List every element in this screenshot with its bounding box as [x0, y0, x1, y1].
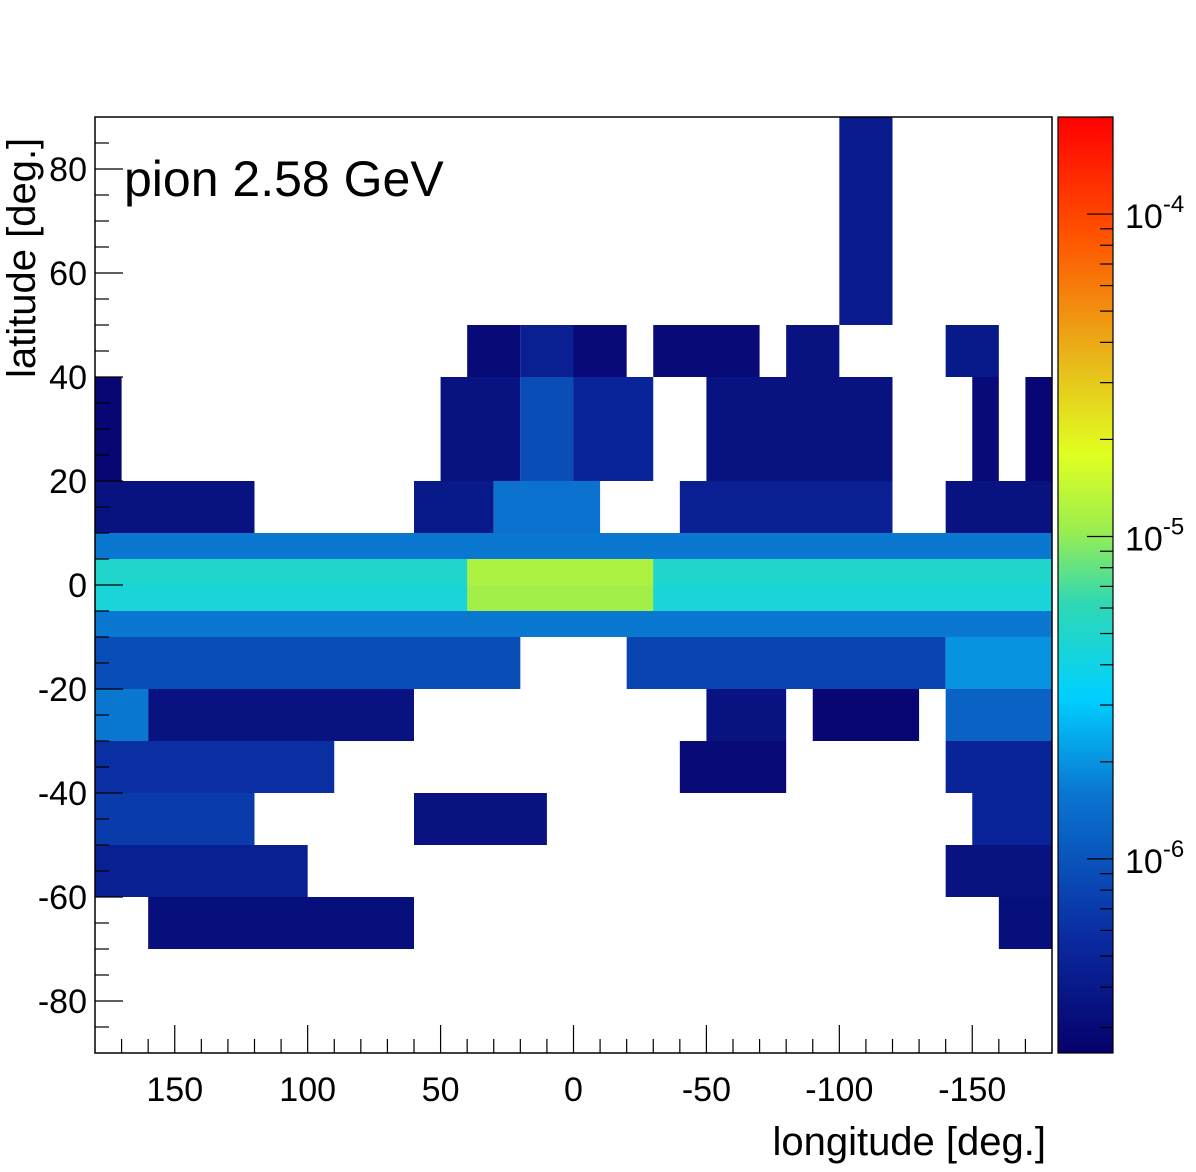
heatmap-bin-0 [839, 117, 893, 221]
heatmap-bin-37 [945, 741, 1052, 793]
y-tick-label: -40 [38, 775, 87, 813]
colorbar-tick-exponent: -6 [1163, 836, 1184, 863]
y-tick-label: -60 [38, 879, 87, 917]
colorbar-tick-base: 10 [1125, 520, 1163, 558]
chart-title: pion 2.58 GeV [124, 151, 444, 207]
heatmap-bin-15 [95, 481, 255, 533]
y-tick-label: 80 [49, 151, 87, 189]
heatmap-bin-34 [945, 689, 1052, 741]
x-tick-label: -100 [805, 1071, 873, 1109]
heatmap-bin-11 [573, 377, 654, 481]
colorbar-frame [1057, 116, 1114, 1054]
heatmap-bin-23 [467, 559, 654, 585]
heatmap-bin-10 [520, 377, 574, 481]
colorbar-tick-label: 10-5 [1125, 513, 1184, 558]
heatmap-bin-36 [679, 741, 787, 793]
heatmap-bin-44 [998, 897, 1052, 949]
y-tick-label: -20 [38, 671, 87, 709]
heatmap-bin-26 [95, 611, 1052, 637]
heatmap-bin-1 [839, 221, 893, 325]
heatmap-bin-38 [95, 793, 255, 845]
colorbar-ticks: 10-610-510-4 [1087, 116, 1184, 1029]
heatmap-bins [95, 117, 1052, 949]
heatmap-bin-40 [972, 793, 1052, 845]
y-tick-label: 20 [49, 463, 87, 501]
heatmap-bin-9 [440, 377, 521, 481]
x-axis-ticks: 150 100 50 0 -50 -100 -150 [120, 1025, 1027, 1109]
x-tick-label: -50 [682, 1071, 731, 1109]
x-tick-label: 100 [279, 1071, 336, 1109]
x-tick-label: 0 [564, 1071, 583, 1109]
heatmap-bin-43 [148, 897, 414, 949]
heatmap-bin-39 [414, 793, 547, 845]
heatmap-bin-32 [706, 689, 787, 741]
colorbar: 10-610-510-4 [1057, 116, 1184, 1054]
y-tick-label: 40 [49, 359, 87, 397]
heatmap-bin-6 [786, 325, 840, 377]
y-tick-label: 0 [68, 567, 87, 605]
heatmap-bin-21 [95, 533, 1052, 559]
colorbar-tick-base: 10 [1125, 198, 1163, 236]
heatmap-bin-2 [467, 325, 521, 377]
heatmap-bin-20 [945, 481, 1052, 533]
y-axis-ticks: 80 60 40 20 0 -20 -40 -60 -80 [38, 142, 123, 1028]
heatmap-bin-5 [653, 325, 760, 377]
heatmap-bin-17 [414, 481, 494, 533]
x-tick-label: 150 [146, 1071, 203, 1109]
y-axis-title: latitude [deg.] [0, 138, 44, 378]
colorbar-gradient [1058, 117, 1113, 1053]
heatmap-bin-14 [1025, 377, 1052, 481]
colorbar-tick-exponent: -5 [1163, 513, 1184, 540]
heatmap-bin-33 [812, 689, 920, 741]
heatmap-bin-7 [945, 325, 999, 377]
heatmap-bin-3 [520, 325, 574, 377]
heatmap-bin-27 [95, 637, 521, 689]
y-tick-label: 60 [49, 255, 87, 293]
heatmap-bin-25 [467, 585, 654, 611]
heatmap-bin-31 [148, 689, 414, 741]
heatmap-bin-12 [706, 377, 893, 481]
x-tick-label: -150 [938, 1071, 1006, 1109]
heatmap-bin-41 [95, 845, 308, 897]
x-axis-title: longitude [deg.] [772, 1120, 1046, 1164]
y-tick-label: -80 [38, 983, 87, 1021]
x-tick-label: 50 [422, 1071, 460, 1109]
colorbar-tick-label: 10-6 [1125, 836, 1184, 881]
colorbar-tick-exponent: -4 [1163, 191, 1184, 218]
heatmap-bin-42 [945, 845, 1052, 897]
colorbar-tick-label: 10-4 [1125, 191, 1184, 236]
heatmap-bin-29 [945, 637, 1052, 689]
heatmap-bin-35 [95, 741, 335, 793]
heatmap-bin-4 [573, 325, 627, 377]
colorbar-tick-base: 10 [1125, 843, 1163, 881]
heatmap-bin-18 [493, 481, 601, 533]
heatmap-bin-13 [972, 377, 999, 481]
heatmap-bin-28 [626, 637, 946, 689]
heatmap-bin-19 [679, 481, 893, 533]
